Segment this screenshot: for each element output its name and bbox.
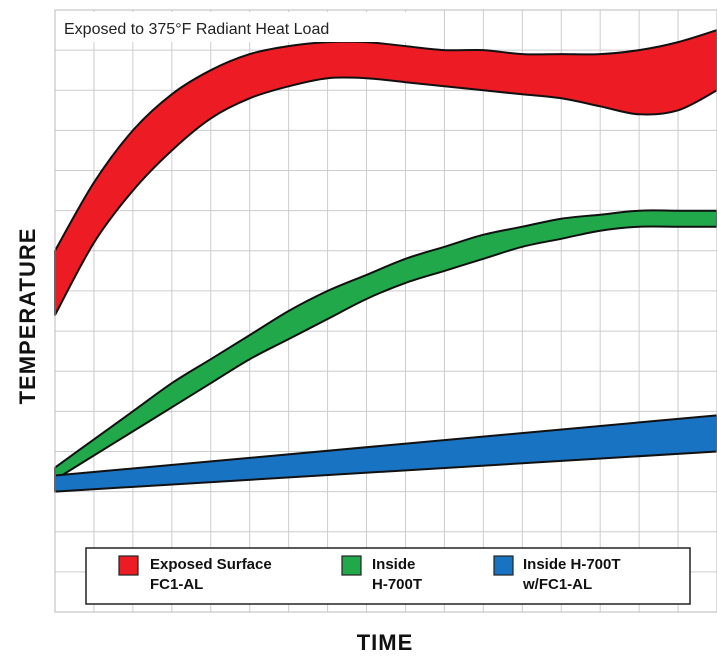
y-axis-label: TEMPERATURE [15,227,40,405]
series-bands [54,29,717,493]
legend: Exposed Surface FC1-AL Inside H-700T Ins… [85,547,691,605]
legend-box [85,547,691,605]
legend-label: Inside [372,556,415,573]
legend-label: H-700T [372,576,422,593]
x-axis-label: TIME [356,630,414,655]
series-band-2 [54,414,717,493]
chart-title: Exposed to 375°F Radiant Heat Load [64,21,329,38]
legend-swatch-green [341,555,362,576]
legend-swatch-blue [493,555,514,576]
legend-label: FC1-AL [150,576,203,593]
legend-swatch-red [118,555,139,576]
legend-label: Exposed Surface [150,556,272,573]
legend-label: w/FC1-AL [522,576,592,593]
title-box [56,12,406,42]
series-band-1 [54,209,717,481]
plot-border [54,9,717,613]
legend-label: Inside H-700T [523,556,621,573]
